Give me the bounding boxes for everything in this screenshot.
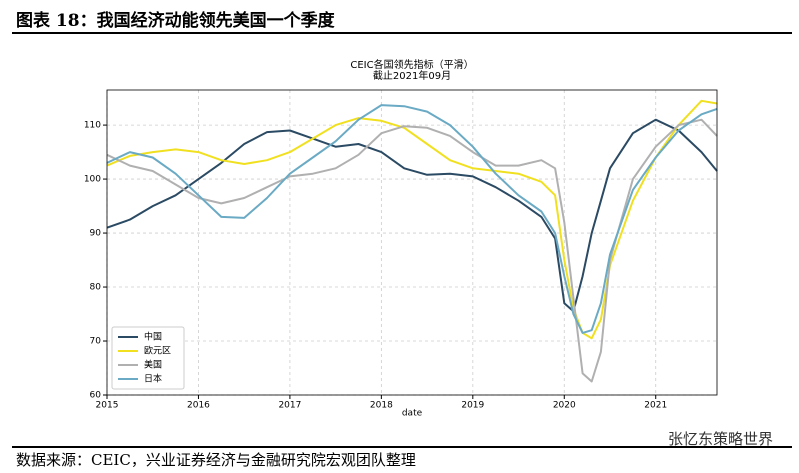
x-tick-label: 2021 <box>644 401 667 411</box>
legend-box <box>111 326 185 390</box>
y-tick-label: 100 <box>84 175 101 185</box>
chart-title: CEIC各国领先指标（平滑） <box>350 58 473 71</box>
x-axis-label: date <box>402 409 423 419</box>
y-tick-label: 80 <box>90 283 102 293</box>
x-tick-label: 2020 <box>553 401 576 411</box>
y-tick-label: 110 <box>84 121 101 131</box>
legend-label: 欧元区 <box>144 345 171 357</box>
source-note: 数据来源：CEIC，兴业证券经济与金融研究院宏观团队整理 <box>16 451 416 469</box>
watermark: 张忆东策略世界 <box>667 430 773 448</box>
x-tick-label: 2015 <box>96 401 119 411</box>
y-tick-label: 70 <box>90 337 102 347</box>
legend-label: 美国 <box>144 359 162 371</box>
figure-heading: 图表 18：我国经济动能领先美国一个季度 <box>16 11 335 31</box>
chart: CEIC各国领先指标（平滑） 截止2021年09月 date 60 70 80 90 1… <box>84 58 718 419</box>
chart-subtitle: 截止2021年09月 <box>373 69 451 82</box>
x-tick-label: 2017 <box>278 401 301 411</box>
x-tick-label: 2016 <box>187 401 210 411</box>
legend-label: 中国 <box>144 331 162 343</box>
series-line <box>106 118 718 383</box>
plot-frame <box>106 89 718 396</box>
y-tick-label: 90 <box>90 229 102 239</box>
x-tick-label: 2019 <box>461 401 484 411</box>
series-line <box>106 118 718 313</box>
heading-rule <box>12 32 792 34</box>
legend-label: 日本 <box>144 373 162 385</box>
y-tick-label: 60 <box>90 391 102 401</box>
footer-rule <box>12 446 792 448</box>
series-line <box>106 104 718 334</box>
x-tick-label: 2018 <box>370 401 393 411</box>
